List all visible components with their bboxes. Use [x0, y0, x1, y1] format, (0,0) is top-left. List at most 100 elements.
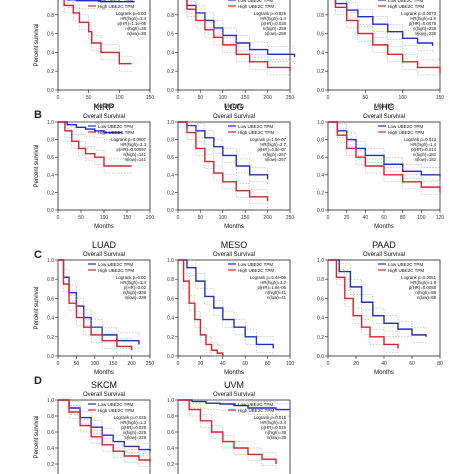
ci-upper-line: [328, 121, 441, 186]
series-low-line: [178, 259, 274, 349]
x-tick-label: 150: [436, 95, 445, 101]
x-tick-label: 0: [327, 361, 330, 367]
y-tick-label: 0.4: [167, 446, 174, 452]
y-tick-label: 0.4: [317, 173, 324, 179]
y-tick-label: 0.8: [317, 277, 324, 283]
x-tick-label: 50: [74, 361, 80, 367]
stats-label: Logrank p=0.013: [404, 137, 437, 142]
x-tick-label: 0: [57, 95, 60, 101]
x-tick-label: 0: [57, 215, 60, 221]
x-tick-label: 100: [417, 215, 426, 221]
legend-entry: High UBE2C TPM: [238, 4, 274, 9]
stats-label: HR(high)=2.7: [260, 142, 286, 147]
stats-label: HR(high)=3.2: [260, 280, 286, 285]
stats-label: HR(high)=1.4: [120, 16, 146, 21]
stats-label: n(low)=39: [267, 435, 287, 440]
series-high-line: [58, 121, 132, 167]
plot-frame: [177, 121, 291, 211]
chart-title: PAAD: [372, 240, 396, 250]
ci-lower-line: [58, 121, 132, 174]
series-high-line: [186, 0, 291, 72]
ci-lower-line: [58, 259, 140, 353]
y-axis-label: Percent survival: [34, 24, 40, 67]
chart-subtitle: Overall Survival: [213, 392, 255, 398]
y-tick-label: 0.8: [167, 277, 174, 283]
series-low-line: [66, 0, 135, 3]
chart-subtitle: Overall Survival: [83, 392, 125, 398]
legend-entry: Low UBE2C TPM: [238, 124, 273, 129]
series-high-line: [58, 399, 151, 463]
x-tick-label: 40: [220, 361, 226, 367]
x-axis-label: Months: [94, 224, 114, 230]
y-tick-label: 0.2: [47, 190, 54, 196]
stats-label: n(high)=141: [123, 152, 147, 157]
y-tick-label: 0.2: [47, 462, 54, 468]
ci-lower-line: [58, 121, 123, 140]
stats-label: Logrank p=0.026: [114, 415, 147, 420]
ci-upper-line: [328, 259, 427, 330]
y-tick-label: 0.8: [47, 414, 54, 420]
legend-entry: High UBE2C TPM: [388, 268, 424, 273]
stats-label: HR(high)=3.4: [260, 420, 286, 425]
y-tick-label: 0.6: [167, 296, 174, 302]
y-tick-label: 0.2: [317, 190, 324, 196]
x-tick-label: 20: [353, 361, 359, 367]
stats-label: n(low)=238: [415, 31, 437, 36]
legend-entry: High UBE2C TPM: [238, 408, 274, 413]
ci-upper-line: [328, 259, 399, 341]
series-high-line: [58, 259, 133, 351]
stats-label: n(high)=89: [415, 290, 436, 295]
legend-entry: High UBE2C TPM: [98, 408, 134, 413]
x-tick-label: 60: [242, 361, 248, 367]
km-plot-panel-2: 0.0 0.2 0.4 0.6 0.8 0 50 100 150 200 250 Months Low …: [167, 0, 296, 110]
legend-entry: High UBE2C TPM: [238, 130, 274, 135]
x-tick-label: 150: [146, 95, 155, 101]
y-tick-label: 0.6: [47, 32, 54, 38]
y-tick-label: 0.4: [167, 173, 174, 179]
y-tick-label: 0.6: [317, 32, 324, 38]
y-tick-label: 0.2: [317, 69, 324, 75]
legend-entry: High UBE2C TPM: [98, 4, 134, 9]
plot-frame: [177, 399, 291, 474]
y-tick-label: 0.4: [47, 173, 54, 179]
x-tick-label: 60: [409, 361, 415, 367]
panel-letter: D: [34, 375, 42, 387]
y-tick-label: 0.6: [167, 430, 174, 436]
series-high-line: [63, 0, 132, 65]
stats-label: n(low)=258: [265, 31, 287, 36]
chart-title: LIHC: [374, 102, 395, 112]
y-tick-label: 0.8: [47, 138, 54, 144]
x-tick-label: 150: [241, 215, 250, 221]
stats-label: p(HR)=1.6e-05: [257, 285, 286, 290]
ci-upper-line: [73, 0, 132, 57]
ci-lower-line: [58, 399, 151, 469]
y-axis-label: Percent survival: [34, 287, 40, 330]
x-tick-label: 50: [363, 95, 369, 101]
x-tick-label: 100: [91, 361, 100, 367]
plot-frame: [57, 0, 151, 91]
stats-label: HR(high)=1.4: [410, 142, 436, 147]
y-tick-label: 1.0: [317, 258, 324, 264]
x-tick-label: 200: [146, 215, 155, 221]
chart-subtitle: Overall Survival: [213, 252, 255, 258]
y-tick-label: 0.6: [167, 32, 174, 38]
stats-label: HR(high)=1.3: [120, 420, 146, 425]
stats-label: Logrank p=0.0073: [401, 11, 436, 16]
y-tick-label: 0.2: [167, 335, 174, 341]
series-high-line: [178, 399, 277, 464]
legend-entry: Low UBE2C TPM: [98, 0, 133, 3]
x-tick-label: 200: [263, 215, 272, 221]
y-tick-label: 0.8: [167, 138, 174, 144]
series-low-line: [58, 121, 123, 134]
x-tick-label: 150: [123, 215, 132, 221]
x-tick-label: 0: [57, 361, 60, 367]
stats-label: n(high)=229: [123, 430, 147, 435]
x-tick-label: 150: [109, 361, 118, 367]
stats-label: Logrank p=0.026: [254, 11, 287, 16]
y-tick-label: 1.0: [167, 398, 174, 404]
legend-entry: Low UBE2C TPM: [388, 0, 423, 3]
legend-entry: Low UBE2C TPM: [238, 402, 273, 407]
stats-label: p(HR)=0.02: [124, 285, 147, 290]
y-tick-label: 0.0: [167, 354, 174, 360]
